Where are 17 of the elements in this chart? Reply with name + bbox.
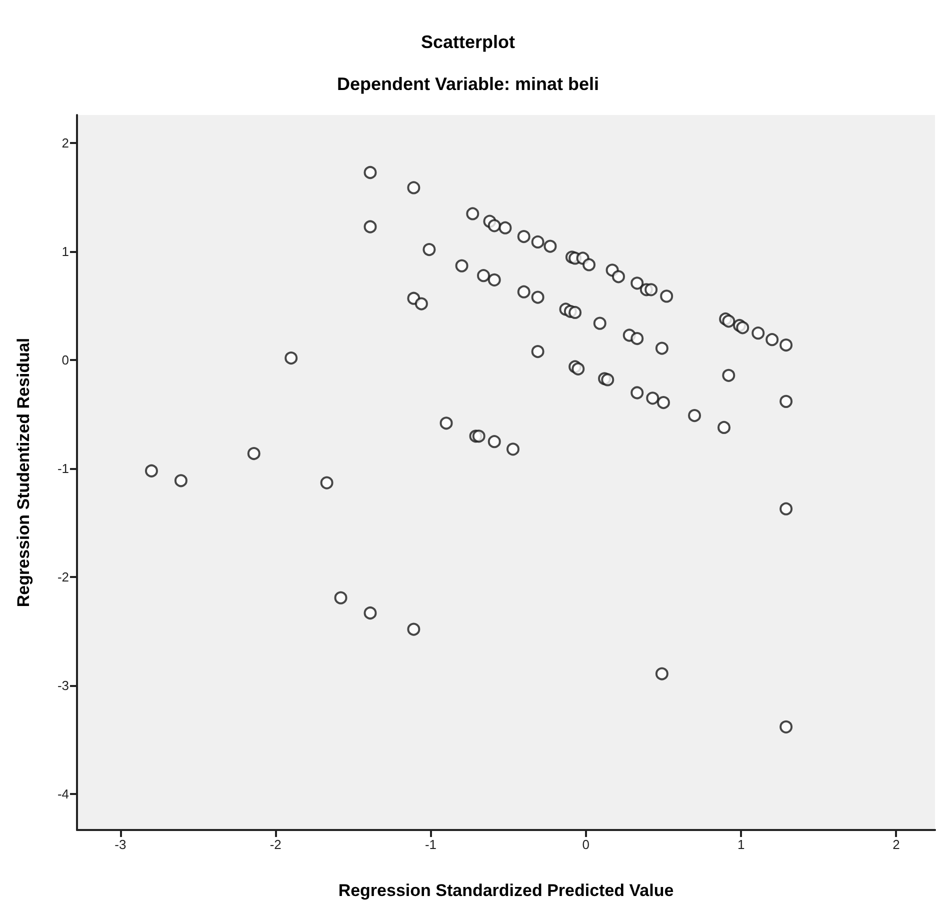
y-tick-label: -1: [57, 461, 69, 476]
y-tick-label: -4: [57, 786, 69, 802]
x-tick-label: 0: [582, 837, 590, 852]
x-axis-title: Regression Standardized Predicted Value: [338, 881, 674, 900]
chart-title: Scatterplot: [420, 32, 516, 52]
y-tick-label: 2: [62, 136, 69, 151]
y-tick-label: -3: [57, 678, 69, 694]
chart-subtitle: Dependent Variable: minat beli: [336, 74, 600, 94]
x-tick-label: -1: [424, 837, 437, 852]
y-axis-title: Regression Studentized Residual: [14, 338, 33, 608]
y-tick-label: -2: [57, 570, 69, 585]
y-tick-label: 0: [62, 352, 69, 368]
x-tick-label: 1: [737, 837, 745, 852]
x-tick-label: -2: [270, 837, 282, 852]
x-tick-label: 2: [892, 837, 900, 852]
y-tick-label: 1: [62, 244, 69, 260]
x-tick-label: -3: [114, 837, 126, 852]
